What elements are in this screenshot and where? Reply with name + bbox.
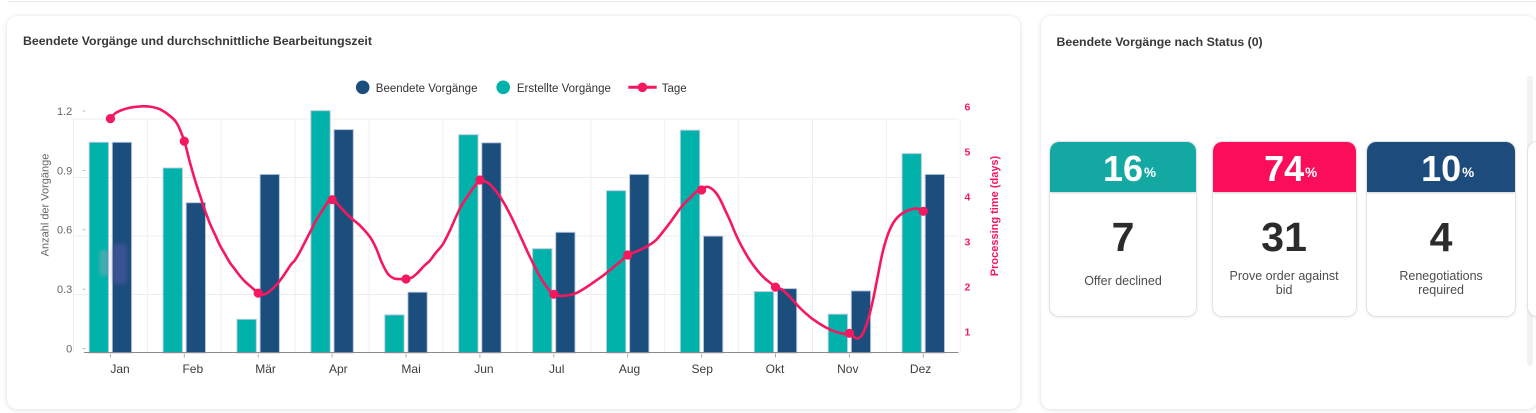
svg-text:Nov: Nov — [837, 362, 858, 376]
svg-text:Erstellte Vorgänge: Erstellte Vorgänge — [517, 83, 611, 95]
svg-text:1: 1 — [965, 326, 971, 338]
svg-text:Apr: Apr — [329, 362, 348, 376]
svg-text:Jun: Jun — [474, 362, 493, 376]
svg-text:Beendete Vorgänge: Beendete Vorgänge — [376, 83, 478, 95]
svg-text:Okt: Okt — [766, 362, 785, 376]
svg-text:0.6: 0.6 — [57, 225, 72, 237]
svg-text:Feb: Feb — [182, 362, 203, 376]
svg-text:2: 2 — [965, 281, 971, 293]
svg-text:6: 6 — [965, 102, 971, 114]
svg-text:0.3: 0.3 — [57, 284, 72, 296]
svg-text:5: 5 — [965, 147, 971, 159]
svg-text:Processing time (days): Processing time (days) — [989, 155, 1001, 276]
svg-text:Mär: Mär — [255, 362, 276, 376]
svg-text:Anzahl der Vorgänge: Anzahl der Vorgänge — [40, 154, 52, 257]
svg-text:Aug: Aug — [619, 362, 640, 376]
svg-text:Mai: Mai — [401, 362, 420, 376]
svg-text:Jan: Jan — [110, 362, 129, 376]
svg-text:3: 3 — [965, 237, 971, 249]
svg-text:Sep: Sep — [692, 362, 714, 376]
svg-text:0: 0 — [66, 344, 72, 356]
svg-text:Jul: Jul — [549, 362, 564, 376]
svg-text:4: 4 — [965, 192, 971, 204]
svg-text:0.9: 0.9 — [57, 165, 72, 177]
svg-text:Dez: Dez — [910, 362, 931, 376]
svg-text:1.2: 1.2 — [57, 106, 72, 118]
svg-text:Tage: Tage — [662, 83, 687, 95]
